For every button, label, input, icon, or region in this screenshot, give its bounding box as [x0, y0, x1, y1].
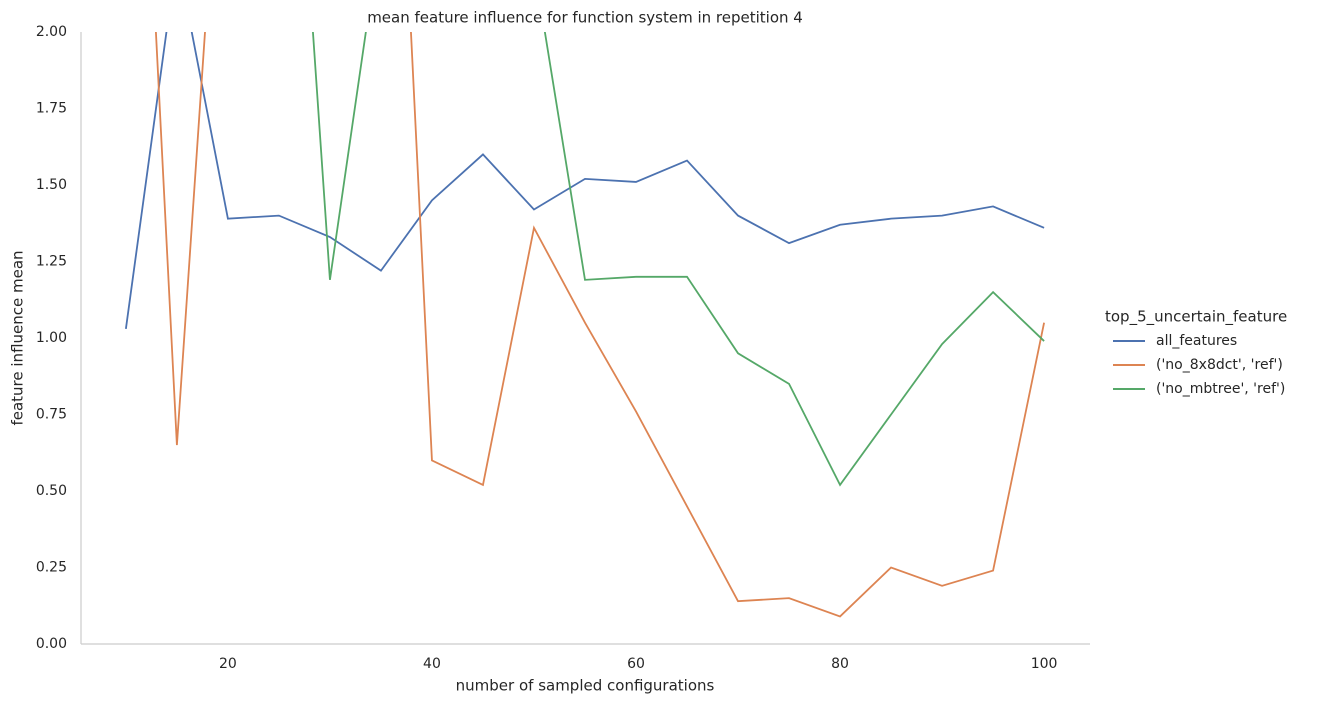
x-tick-label: 20: [219, 656, 237, 672]
x-tick-label: 60: [627, 656, 645, 672]
series-line: [155, 32, 1045, 618]
x-axis-label: number of sampled configurations: [456, 677, 715, 695]
series-line: [124, 32, 1045, 329]
y-tick-label: 1.00: [36, 330, 67, 346]
y-axis-label: feature influence mean: [9, 250, 27, 425]
y-tick-label: 2.00: [36, 24, 67, 40]
chart-title: mean feature influence for function syst…: [367, 9, 803, 27]
legend-title: top_5_uncertain_feature: [1105, 308, 1287, 327]
x-tick-label: 40: [423, 656, 441, 672]
y-tick-label: 0.50: [36, 483, 67, 499]
legend-label: ('no_8x8dct', 'ref'): [1156, 357, 1283, 373]
y-tick-label: 0.75: [36, 407, 67, 423]
y-tick-label: 1.25: [36, 254, 67, 270]
x-tick-label: 80: [831, 656, 849, 672]
x-tick-label: 100: [1031, 656, 1058, 672]
y-tick-label: 0.00: [36, 636, 67, 652]
y-tick-label: 0.25: [36, 560, 67, 576]
y-tick-label: 1.50: [36, 177, 67, 193]
legend-label: all_features: [1156, 333, 1237, 349]
legend-label: ('no_mbtree', 'ref'): [1156, 381, 1285, 397]
series-line: [312, 32, 1045, 487]
y-tick-label: 1.75: [36, 101, 67, 117]
